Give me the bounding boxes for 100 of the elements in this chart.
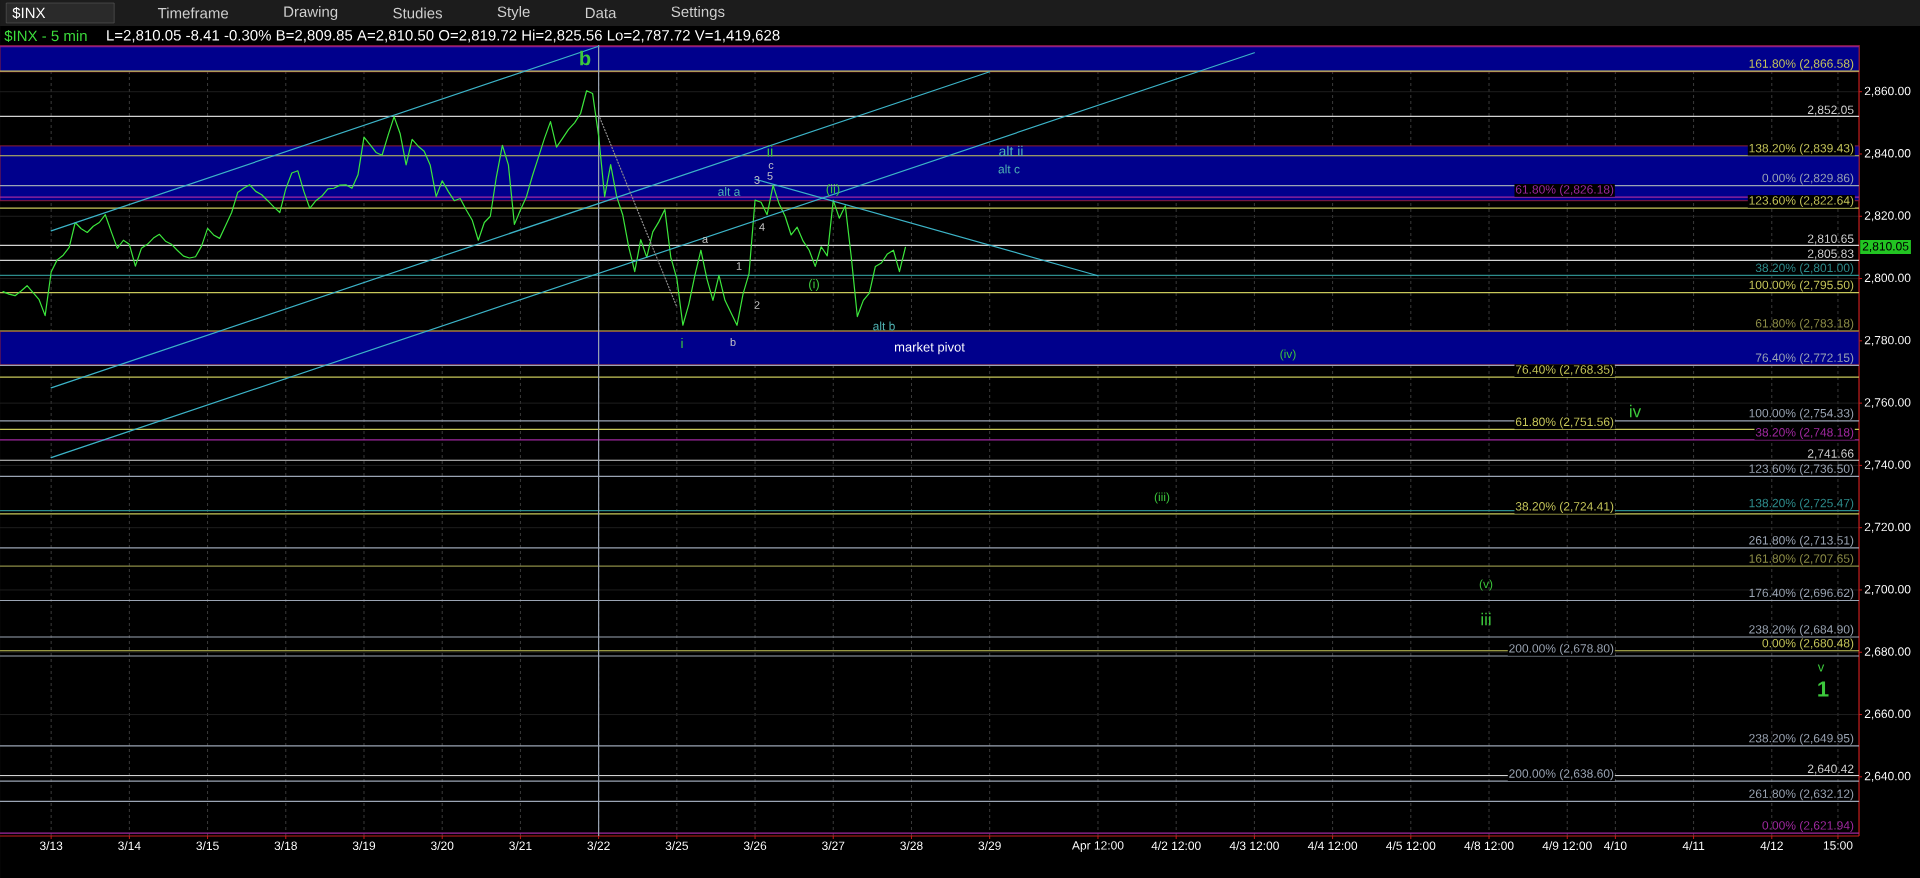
ref-line-label: 38.20% (2,748.18): [1755, 427, 1854, 439]
ref-line-label: 200.00% (2,678.80): [1509, 643, 1614, 655]
ref-line-label: 100.00% (2,754.33): [1749, 408, 1854, 420]
ref-line-label: 176.40% (2,696.62): [1749, 588, 1854, 600]
ref-line-label: 123.60% (2,822.64): [1749, 195, 1854, 208]
ref-line-label: 2,741.66: [1807, 449, 1854, 460]
x-tick-label: 3/22: [587, 841, 610, 850]
text: Drawing: [284, 6, 338, 20]
ref-line-label: 76.40% (2,772.15): [1755, 353, 1854, 365]
annotation: b: [580, 50, 591, 66]
x-tick-label: 3/19: [352, 841, 376, 850]
annotation: 1: [736, 262, 742, 270]
annotation: iv: [1630, 404, 1642, 418]
annotation: alt b: [873, 321, 895, 331]
annotation: 4: [759, 223, 765, 231]
x-tick-label: 4/4 12:00: [1307, 841, 1358, 850]
y-tick-label: 2,720.00: [1864, 522, 1911, 533]
x-tick-label: 3/25: [665, 841, 688, 850]
y-tick-label: 2,800.00: [1864, 273, 1911, 284]
x-tick-label: 3/15: [196, 841, 219, 850]
x-tick-label: 4/5 12:00: [1386, 841, 1436, 850]
y-tick-label: 2,760.00: [1864, 398, 1911, 409]
annotation: alt ii: [999, 145, 1023, 157]
x-tick-label: 3/26: [743, 841, 767, 850]
ref-line-label: 2,640.42: [1807, 764, 1854, 775]
text: 2,810.05: [1862, 242, 1909, 252]
ref-line-label: 2,805.83: [1807, 249, 1854, 260]
x-tick-label: 4/8 12:00: [1464, 841, 1514, 850]
x-tick-label: 3/29: [978, 841, 1001, 850]
x-tick-label: 4/10: [1603, 841, 1627, 850]
y-tick-label: 2,660.00: [1864, 709, 1911, 720]
annotation: 5: [767, 172, 773, 180]
ref-line-label: 100.00% (2,795.50): [1749, 280, 1854, 292]
annotation: (iv): [1280, 349, 1296, 361]
ref-line-label: 261.80% (2,713.51): [1749, 535, 1854, 547]
y-tick-label: 2,820.00: [1864, 211, 1911, 222]
ref-line-label: 138.20% (2,839.43): [1749, 143, 1854, 155]
band-label: market pivot: [894, 342, 965, 355]
chart-subtitle: L=2,810.05 -8.41 -0.30% B=2,809.85 A=2,810.50 O=2,819.72 Hi=2,825.56 Lo=2,787.72 V=1,419,628: [107, 29, 780, 43]
ref-line-label: 161.80% (2,866.58): [1749, 59, 1854, 71]
x-tick-label: 3/18: [274, 841, 297, 850]
annotation: (iii): [1154, 492, 1170, 504]
y-tick-label: 2,680.00: [1864, 647, 1911, 658]
x-tick-label: 4/12: [1760, 841, 1783, 850]
annotation: v: [1817, 664, 1825, 672]
x-tick-label: 4/3 12:00: [1229, 841, 1279, 850]
annotation: i: [681, 337, 683, 349]
ref-line-label: 61.80% (2,826.18): [1515, 184, 1614, 197]
ref-line-label: 0.00% (2,621.94): [1762, 820, 1854, 833]
ref-line-label: 161.80% (2,707.65): [1749, 553, 1854, 566]
text: Timeframe: [157, 7, 229, 19]
y-tick-label: 2,780.00: [1864, 335, 1911, 346]
y-tick-label: 2,840.00: [1864, 149, 1911, 159]
x-tick-label: 4/9 12:00: [1542, 841, 1592, 850]
annotation: (i): [809, 278, 819, 292]
x-tick-label: 3/14: [118, 841, 141, 850]
ref-line-label: 61.80% (2,783.18): [1755, 318, 1854, 330]
ref-line-label: 2,852.05: [1807, 105, 1854, 116]
ref-line-label: 238.20% (2,684.90): [1749, 624, 1854, 636]
ref-line-label: 123.60% (2,736.50): [1749, 464, 1854, 476]
x-tick-label: 3/20: [430, 841, 454, 850]
y-tick-label: 2,740.00: [1864, 460, 1911, 471]
ref-line-label: 0.00% (2,829.86): [1762, 173, 1854, 185]
ref-line-label: 76.40% (2,768.35): [1515, 364, 1614, 377]
ref-line-label: 61.80% (2,751.56): [1515, 417, 1614, 429]
x-tick-label: 3/21: [509, 841, 532, 850]
y-tick-label: 2,640.00: [1864, 771, 1911, 782]
text: Settings: [671, 6, 725, 20]
y-tick-label: 2,860.00: [1864, 86, 1911, 97]
x-tick-label: 3/13: [39, 841, 63, 850]
annotation: 1: [1818, 681, 1829, 697]
annotation: c: [768, 162, 774, 169]
text: Studies: [393, 7, 443, 19]
ref-line-label: 38.20% (2,724.41): [1515, 501, 1614, 513]
text: Style: [497, 6, 530, 20]
chart-title: $INX - 5 min: [4, 29, 87, 43]
text: $INX: [12, 6, 46, 20]
annotation: a: [702, 236, 709, 243]
ref-line-label: 38.20% (2,801.00): [1755, 263, 1854, 275]
annotation: alt c: [998, 164, 1020, 174]
annotation: ii: [767, 145, 773, 157]
x-tick-label: Apr 12:00: [1071, 841, 1124, 853]
annotation: alt a: [718, 187, 741, 196]
x-tick-label: 3/28: [900, 841, 923, 850]
x-tick-label: 15:00: [1823, 841, 1853, 850]
ref-line-label: 138.20% (2,725.47): [1749, 498, 1854, 510]
ref-line-label: 238.20% (2,649.95): [1749, 733, 1854, 745]
annotation: (v): [1479, 579, 1493, 591]
annotation: (ii): [826, 183, 840, 197]
ref-line-label: 2,810.65: [1807, 234, 1854, 245]
y-tick-label: 2,700.00: [1864, 585, 1911, 595]
annotation: b: [730, 337, 736, 347]
x-tick-label: 4/11: [1682, 841, 1705, 850]
annotation: iii: [1481, 612, 1491, 626]
ref-line-label: 200.00% (2,638.60): [1509, 769, 1614, 781]
ref-line-label: 261.80% (2,632.12): [1749, 789, 1854, 801]
ref-line-label: 0.00% (2,680.48): [1762, 638, 1854, 650]
x-tick-label: 3/27: [822, 841, 845, 850]
annotation: 2: [754, 301, 760, 309]
x-tick-label: 4/2 12:00: [1151, 841, 1201, 850]
